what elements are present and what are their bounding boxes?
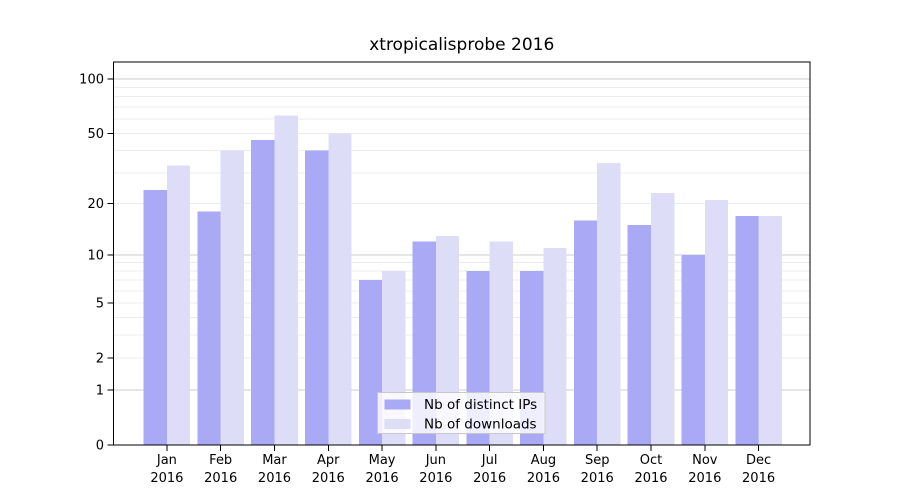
x-tick-label-feb: Feb 2016: [204, 453, 237, 486]
x-tick-label-oct: Oct 2016: [634, 453, 667, 486]
bar-distinct-ips-sep: [573, 220, 598, 445]
y-tick-label-20: 20: [87, 197, 104, 212]
bar-downloads-oct: [651, 193, 675, 445]
y-tick-label-10: 10: [87, 248, 104, 263]
y-tick-label-0: 0: [96, 439, 104, 454]
x-tick-label-year: 2016: [634, 471, 667, 486]
x-tick-label-month: Apr: [317, 453, 340, 468]
x-tick-label-year: 2016: [150, 471, 183, 486]
y-tick-label-2: 2: [96, 351, 104, 366]
x-tick-label-year: 2016: [581, 471, 614, 486]
x-tick-label-jun: Jun 2016: [419, 453, 452, 486]
x-tick-label-month: Nov: [692, 453, 718, 468]
bar-downloads-jan: [166, 165, 191, 445]
bar-downloads-feb: [220, 150, 244, 446]
bar-downloads-mar: [274, 115, 298, 445]
bar-distinct-ips-oct: [627, 225, 652, 445]
bar-distinct-ips-mar: [251, 139, 275, 445]
legend-label-distinct-ips: Nb of distinct IPs: [424, 397, 537, 413]
y-tick-label-1: 1: [96, 384, 104, 399]
x-tick-label-sep: Sep 2016: [581, 453, 614, 486]
bar-distinct-ips-nov: [681, 254, 705, 445]
x-tick-label-nov: Nov 2016: [688, 453, 721, 486]
x-tick-label-year: 2016: [312, 471, 345, 486]
x-tick-label-dec: Dec 2016: [742, 453, 775, 486]
x-tick-label-aug: Aug 2016: [527, 453, 560, 486]
x-tick-label-month: Dec: [746, 453, 771, 468]
x-tick-label-month: May: [369, 453, 396, 468]
y-tick-label-100: 100: [79, 73, 104, 88]
legend-label-downloads: Nb of downloads: [424, 417, 537, 433]
x-tick-label-mar: Mar 2016: [258, 453, 291, 486]
x-tick-label-jul: Jul 2016: [473, 453, 506, 486]
x-tick-label-month: Jul: [481, 453, 498, 468]
x-tick-label-month: Feb: [209, 453, 232, 468]
x-tick-label-month: Jan: [156, 453, 177, 468]
y-tick-label-50: 50: [87, 127, 104, 142]
bar-distinct-ips-dec: [735, 215, 759, 445]
x-tick-label-year: 2016: [742, 471, 775, 486]
x-tick-label-month: Jun: [425, 453, 446, 468]
chart-title: xtropicalisprobe 2016: [369, 35, 554, 55]
legend-swatch-distinct-ips: [384, 399, 411, 410]
legend-swatch-downloads: [384, 419, 411, 429]
bar-downloads-nov: [704, 200, 729, 445]
bar-downloads-apr: [328, 133, 352, 445]
x-tick-label-year: 2016: [688, 471, 721, 486]
bar-distinct-ips-may: [358, 280, 383, 445]
x-tick-label-year: 2016: [473, 471, 506, 486]
x-tick-label-month: Aug: [531, 453, 556, 468]
bar-downloads-dec: [758, 215, 782, 445]
bar-distinct-ips-jan: [143, 189, 167, 445]
x-tick-label-year: 2016: [204, 471, 237, 486]
bar-distinct-ips-apr: [304, 150, 329, 446]
bar-downloads-aug: [543, 248, 567, 445]
bar-distinct-ips-feb: [197, 211, 221, 445]
x-tick-label-jan: Jan 2016: [150, 453, 183, 486]
x-tick-label-year: 2016: [366, 471, 399, 486]
bar-downloads-sep: [597, 163, 621, 445]
x-tick-label-year: 2016: [419, 471, 452, 486]
x-tick-label-month: Oct: [640, 453, 662, 468]
x-tick-label-year: 2016: [527, 471, 560, 486]
x-tick-label-month: Sep: [585, 453, 610, 468]
plot-border: [113, 61, 811, 446]
y-tick-label-5: 5: [96, 296, 104, 311]
x-tick-label-year: 2016: [258, 471, 291, 486]
x-tick-label-may: May 2016: [366, 453, 399, 486]
x-tick-label-apr: Apr 2016: [312, 453, 345, 486]
x-tick-label-month: Mar: [262, 453, 287, 468]
